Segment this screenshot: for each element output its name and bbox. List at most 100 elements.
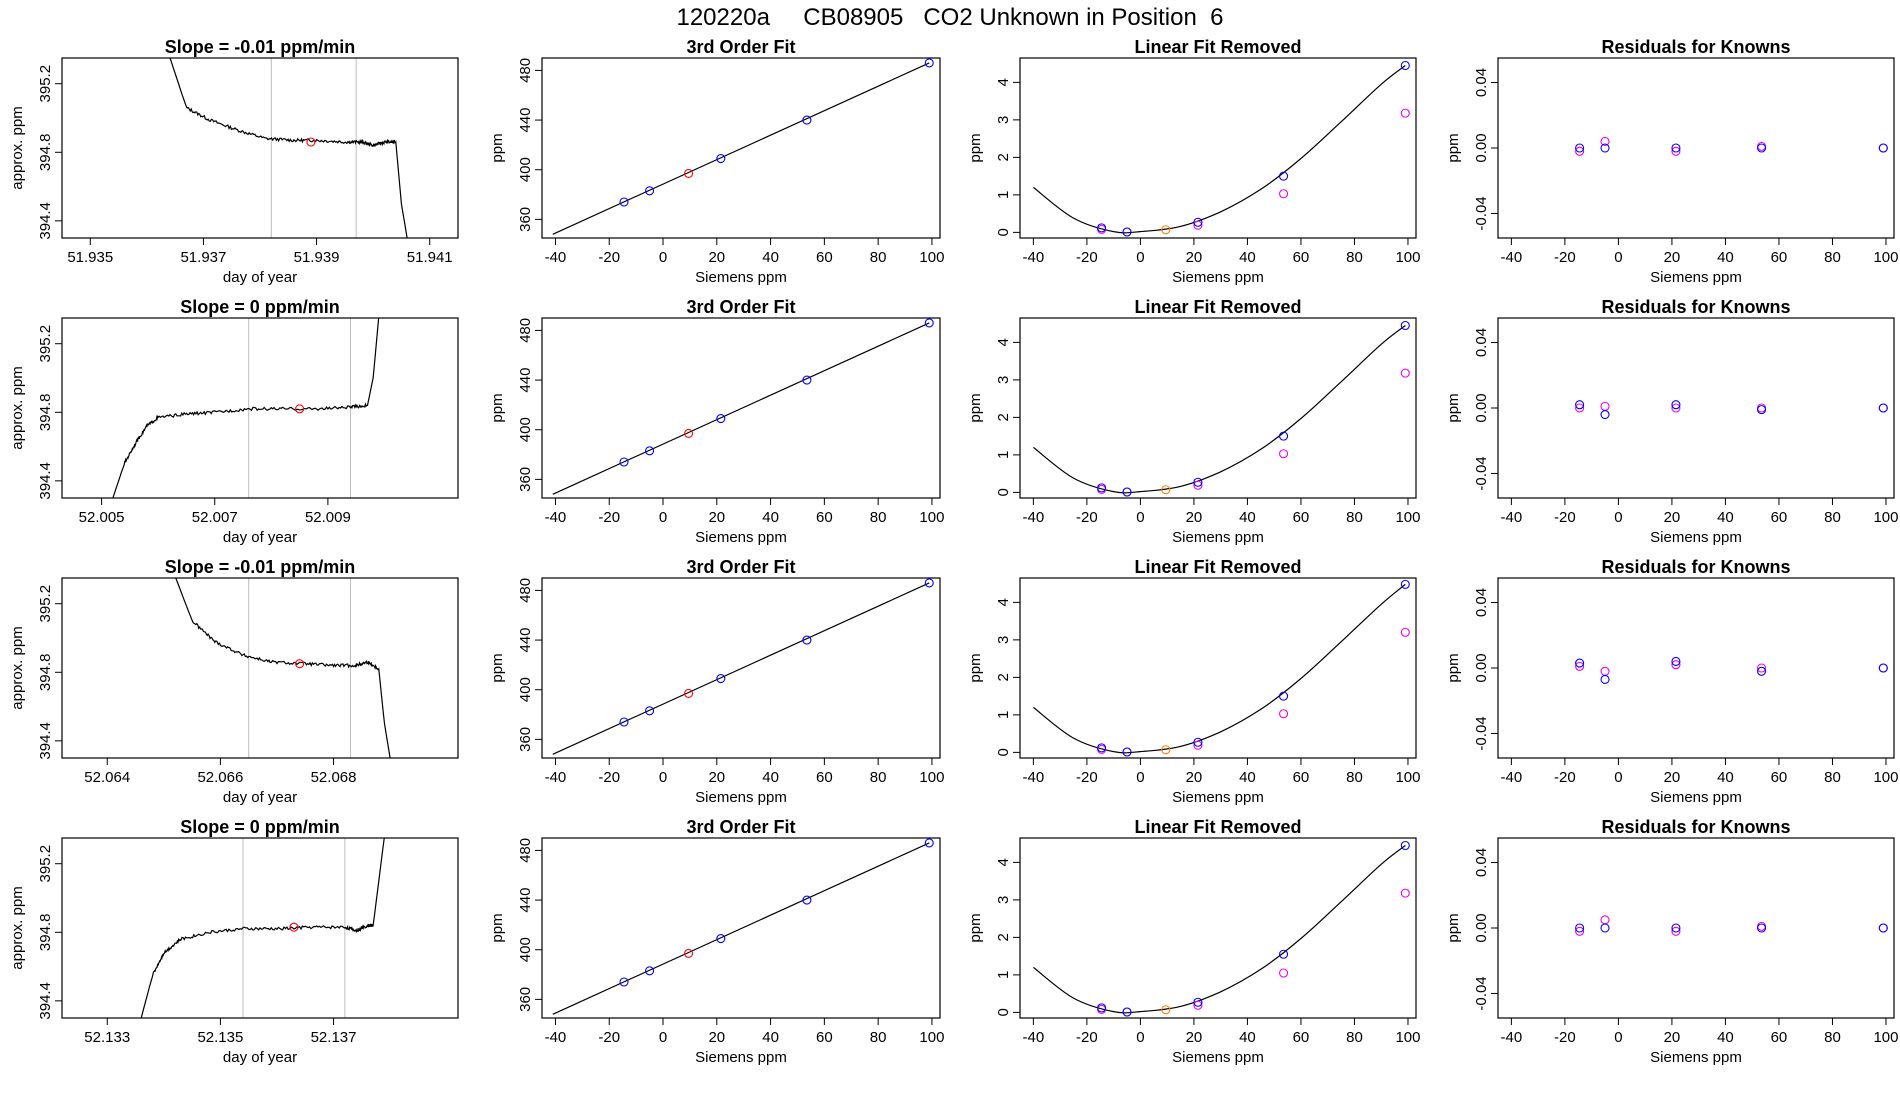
y-axis-label: approx. ppm bbox=[9, 106, 26, 189]
x-tick-label: 100 bbox=[1395, 509, 1420, 526]
known-point bbox=[619, 457, 629, 467]
x-tick-label: 60 bbox=[816, 509, 833, 526]
x-tick-label: 0 bbox=[1136, 249, 1144, 266]
y-tick-label: 0 bbox=[995, 1008, 1012, 1016]
plot-frame bbox=[1019, 317, 1417, 499]
y-axis-label: ppm bbox=[489, 133, 506, 162]
x-axis-label: Siemens ppm bbox=[1172, 269, 1264, 286]
raw-known-point bbox=[1400, 888, 1410, 898]
plot-frame bbox=[61, 57, 459, 239]
y-tick-label: 395.2 bbox=[37, 65, 54, 103]
y-tick-label: 395.2 bbox=[37, 325, 54, 363]
y-tick-label: 400 bbox=[517, 937, 534, 962]
raw-known-point bbox=[1600, 666, 1610, 676]
raw-known-point bbox=[1193, 1000, 1203, 1010]
points bbox=[295, 659, 305, 669]
known-point bbox=[1400, 579, 1410, 589]
x-tick-label: -40 bbox=[1501, 1029, 1523, 1046]
y-tick-label: 360 bbox=[517, 987, 534, 1012]
unknown-point bbox=[684, 688, 694, 698]
panel-1-3: Linear Fit Removed -40 -20 0 20 40 60 80 100 0 1 2 3… bbox=[967, 37, 1420, 286]
panel-title: 3rd Order Fit bbox=[686, 557, 795, 577]
panel-title: Slope = -0.01 ppm/min bbox=[165, 37, 356, 57]
points bbox=[619, 838, 934, 987]
plot-frame bbox=[1019, 577, 1417, 759]
known-point bbox=[716, 674, 726, 684]
plot-frame bbox=[1497, 57, 1895, 239]
x-tick-label: 20 bbox=[1664, 249, 1681, 266]
y-tick-label: 0 bbox=[995, 748, 1012, 756]
panel-4-4: Residuals for Knowns -40 -20 0 20 40 60 80 100 -0… bbox=[1445, 817, 1898, 1066]
x-tick-label: 52.005 bbox=[79, 509, 125, 526]
x-axis-label: Siemens ppm bbox=[695, 529, 787, 546]
y-tick-label: 0.04 bbox=[1473, 68, 1490, 97]
x-tick-label: -40 bbox=[1501, 509, 1523, 526]
raw-known-point bbox=[1193, 220, 1203, 230]
unknown-point bbox=[306, 137, 316, 147]
x-tick-label: 60 bbox=[816, 769, 833, 786]
points bbox=[1575, 136, 1888, 156]
x-tick-label: 51.935 bbox=[67, 249, 113, 266]
plot-area bbox=[552, 582, 930, 755]
x-axis-label: Siemens ppm bbox=[1650, 789, 1742, 806]
x-tick-label: 51.941 bbox=[407, 249, 453, 266]
y-tick-label: 2 bbox=[995, 933, 1012, 941]
unknown-point bbox=[684, 948, 694, 958]
unknown-point bbox=[289, 922, 299, 932]
known-point bbox=[1400, 320, 1410, 331]
known-point bbox=[645, 706, 655, 716]
panel-1-2: 3rd Order Fit -40 -20 0 20 40 60 80 100 360 400 440… bbox=[489, 37, 944, 286]
x-tick-label: 0 bbox=[1614, 769, 1622, 786]
x-tick-label: 20 bbox=[1186, 249, 1203, 266]
x-tick-label: -40 bbox=[545, 769, 567, 786]
x-tick-label: 40 bbox=[1239, 249, 1256, 266]
known-point bbox=[1193, 477, 1203, 487]
y-axis-label: ppm bbox=[1445, 653, 1462, 682]
known-point bbox=[1575, 923, 1585, 933]
panel-2-1: Slope = 0 ppm/min 52.005 52.007 52.009 394.4… bbox=[9, 297, 459, 546]
points bbox=[1575, 915, 1888, 936]
known-point bbox=[1193, 997, 1203, 1007]
y-axis-label: ppm bbox=[1445, 913, 1462, 942]
known-point bbox=[1575, 143, 1585, 153]
panel-title: Linear Fit Removed bbox=[1134, 817, 1301, 837]
panel-title: 3rd Order Fit bbox=[686, 817, 795, 837]
x-axis-label: Siemens ppm bbox=[695, 1049, 787, 1066]
x-axis-label: Siemens ppm bbox=[695, 789, 787, 806]
x-tick-label: 60 bbox=[1771, 769, 1788, 786]
y-tick-label: 2 bbox=[995, 153, 1012, 161]
x-tick-label: 20 bbox=[1186, 1029, 1203, 1046]
y-axis-label: ppm bbox=[967, 653, 984, 682]
x-tick-label: 40 bbox=[1239, 1029, 1256, 1046]
panel-3-3: Linear Fit Removed -40 -20 0 20 40 60 80 100 0 1 2 3… bbox=[967, 557, 1420, 806]
x-axis-label: day of year bbox=[223, 529, 297, 546]
x-tick-label: 0 bbox=[1136, 1029, 1144, 1046]
y-tick-label: -0.04 bbox=[1473, 716, 1490, 750]
y-axis-label: ppm bbox=[489, 913, 506, 942]
unknown-point bbox=[295, 404, 305, 414]
concentration-trace bbox=[140, 838, 385, 1018]
x-tick-label: -20 bbox=[1076, 509, 1098, 526]
known-point bbox=[1671, 656, 1681, 667]
x-tick-label: 52.007 bbox=[192, 509, 238, 526]
y-tick-label: 1 bbox=[995, 191, 1012, 199]
x-tick-label: -40 bbox=[1023, 249, 1045, 266]
x-tick-label: -20 bbox=[1554, 249, 1576, 266]
y-axis-label: approx. ppm bbox=[9, 366, 26, 449]
points bbox=[1575, 656, 1888, 685]
fit-line bbox=[552, 322, 930, 495]
y-tick-label: 0 bbox=[995, 228, 1012, 236]
x-tick-label: 20 bbox=[708, 769, 725, 786]
y-tick-label: 0.00 bbox=[1473, 913, 1490, 942]
concentration-trace bbox=[112, 318, 380, 498]
plot-frame bbox=[541, 317, 941, 499]
x-tick-label: -40 bbox=[1501, 249, 1523, 266]
y-tick-label: 3 bbox=[995, 896, 1012, 904]
plot-area bbox=[1033, 325, 1406, 494]
known-point bbox=[1097, 1003, 1107, 1013]
known-point bbox=[1097, 743, 1107, 753]
x-tick-label: 52.068 bbox=[311, 769, 357, 786]
y-axis-label: ppm bbox=[967, 393, 984, 422]
y-tick-label: 400 bbox=[517, 677, 534, 702]
